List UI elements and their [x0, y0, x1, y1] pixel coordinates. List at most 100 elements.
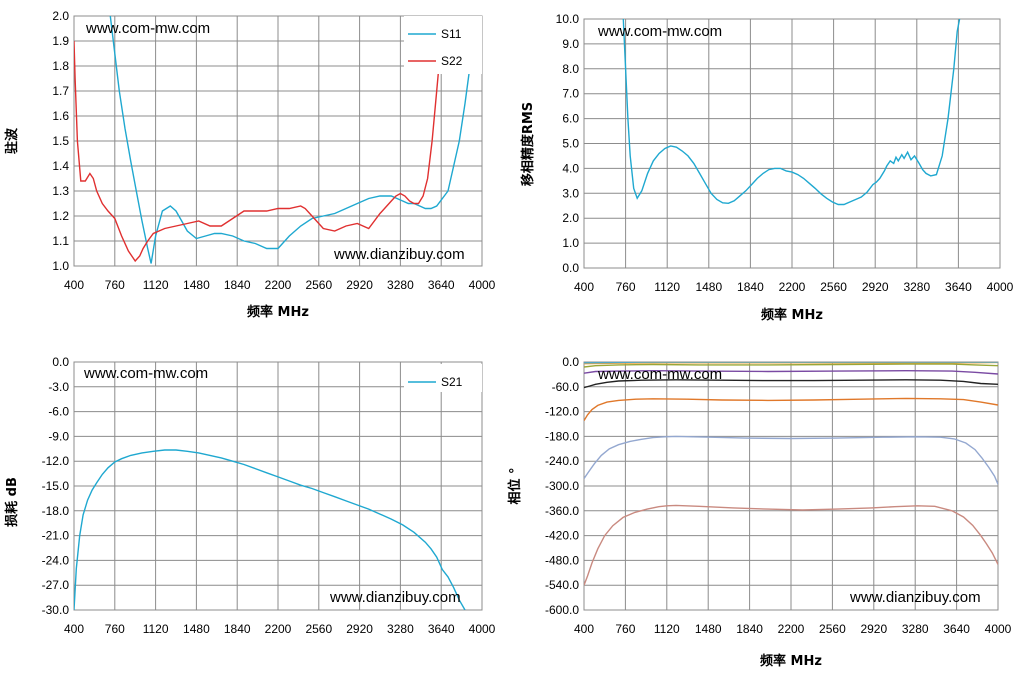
phase-x-tick-label: 4000: [985, 622, 1012, 636]
insertion-loss-y-tick-label: -27.0: [42, 578, 70, 592]
phase-accuracy-rms-watermark-text: www.com-mw.com: [597, 23, 722, 40]
phase-accuracy-rms-x-tick-label: 400: [574, 280, 594, 294]
phase-accuracy-rms-y-tick-label: 3.0: [562, 186, 579, 200]
phase-accuracy-rms-x-tick-label: 760: [616, 280, 636, 294]
phase-y-tick-label: -300.0: [545, 479, 579, 493]
insertion-loss-plot-frame: [73, 361, 483, 611]
phase-accuracy-rms-y-tick-label: 7.0: [562, 87, 579, 101]
phase-accuracy-rms-x-tick-label: 2920: [862, 280, 889, 294]
insertion-loss-x-tick-label: 3640: [428, 622, 455, 636]
phase-y-tick-label: -120.0: [545, 405, 579, 419]
insertion-loss-y-tick-label: -30.0: [42, 603, 70, 617]
vswr-y-tick-label: 1.0: [52, 259, 69, 273]
insertion-loss-x-tick-label: 1840: [224, 622, 251, 636]
vswr-x-tick-label: 3640: [428, 278, 455, 292]
phase-accuracy-rms-x-tick-label: 1480: [695, 280, 722, 294]
vswr-y-tick-label: 1.3: [52, 184, 69, 198]
vswr-x-tick-label: 4000: [469, 278, 496, 292]
insertion-loss-x-tick-label: 760: [105, 622, 125, 636]
phase-accuracy-rms-plot-frame: [583, 18, 1001, 269]
phase-series-line-6: [584, 397, 998, 422]
insertion-loss-x-tick-label: 2200: [265, 622, 292, 636]
vswr-x-tick-label: 400: [64, 278, 84, 292]
phase-accuracy-rms-y-tick-label: 2.0: [562, 211, 579, 225]
phase-y-tick-label: -480.0: [545, 553, 579, 567]
vswr-watermark-text: www.dianzibuy.com: [333, 246, 465, 263]
phase-y-axis-title: 相位 °: [507, 467, 523, 504]
phase-x-tick-label: 400: [574, 622, 594, 636]
phase-y-tick-label: -360.0: [545, 504, 579, 518]
vswr-series-s11: [109, 16, 480, 264]
vswr-legend-label: S22: [441, 54, 463, 68]
phase-y-tick-label: -420.0: [545, 529, 579, 543]
vswr-series-s22: [74, 16, 443, 263]
insertion-loss-y-tick-label: -15.0: [42, 479, 70, 493]
phase-x-tick-label: 2560: [819, 622, 846, 636]
phase-accuracy-rms-x-tick-label: 4000: [987, 280, 1014, 294]
phase-accuracy-rms-y-axis-title: 移相精度RMS: [520, 102, 536, 186]
phase-accuracy-rms-series-line-1: [622, 19, 961, 206]
phase-chart: 400 760 1120 1480 1840 2200 2560 2920 3280 3640 40…: [507, 355, 1012, 669]
vswr-x-tick-label: 2200: [265, 278, 292, 292]
insertion-loss-y-tick-label: -21.0: [42, 529, 70, 543]
phase-series-line-1: [584, 362, 998, 365]
phase-accuracy-rms-x-tick-label: 3640: [945, 280, 972, 294]
phase-accuracy-rms-y-tick-label: 1.0: [562, 236, 579, 250]
insertion-loss-y-tick-label: -9.0: [48, 429, 69, 443]
vswr-y-tick-label: 1.9: [52, 34, 69, 48]
phase-watermark-text: www.com-mw.com: [597, 366, 722, 383]
vswr-y-tick-label: 1.6: [52, 109, 69, 123]
phase-x-tick-label: 1480: [695, 622, 722, 636]
vswr-y-tick-label: 1.7: [52, 84, 69, 98]
insertion-loss-chart: 400 760 1120 1480 1840 2200 2560 2920 3280 3640 40…: [4, 355, 496, 636]
vswr-chart: 400 760 1120 1480 1840 2200 2560 2920 3280 3640 40…: [4, 9, 496, 320]
phase-accuracy-rms-x-tick-label: 1120: [654, 280, 680, 294]
insertion-loss-watermark-text: www.com-mw.com: [83, 365, 208, 382]
insertion-loss-legend: S21: [404, 364, 482, 392]
insertion-loss-x-tick-label: 1480: [183, 622, 210, 636]
vswr-y-tick-label: 1.5: [52, 134, 69, 148]
phase-y-tick-label: -240.0: [545, 454, 579, 468]
vswr-x-tick-label: 3280: [387, 278, 414, 292]
phase-series-line-5: [584, 379, 998, 389]
phase-accuracy-rms-y-tick-label: 0.0: [562, 261, 579, 275]
phase-series-line-7: [584, 435, 998, 485]
vswr-y-tick-label: 2.0: [52, 9, 69, 23]
vswr-legend-label: S11: [441, 27, 462, 41]
phase-x-axis-title: 频率 MHz: [760, 653, 822, 669]
insertion-loss-x-tick-label: 3280: [387, 622, 414, 636]
vswr-legend: S11 S22: [404, 16, 482, 74]
vswr-x-tick-label: 2560: [305, 278, 332, 292]
insertion-loss-y-axis-title: 损耗 dB: [4, 477, 20, 527]
insertion-loss-y-tick-label: 0.0: [52, 355, 69, 369]
insertion-loss-y-tick-label: -24.0: [42, 553, 70, 567]
insertion-loss-y-tick-label: -3.0: [48, 380, 69, 394]
insertion-loss-x-tick-label: 2920: [346, 622, 373, 636]
vswr-x-tick-label: 1120: [143, 278, 169, 292]
insertion-loss-legend-label: S21: [441, 375, 463, 389]
phase-accuracy-rms-x-tick-label: 3280: [903, 280, 930, 294]
insertion-loss-watermark-text: www.dianzibuy.com: [329, 589, 461, 606]
phase-watermark-text: www.dianzibuy.com: [849, 589, 981, 606]
phase-series-line-4: [584, 369, 998, 375]
phase-accuracy-rms-y-tick-label: 10.0: [556, 12, 580, 26]
phase-x-tick-label: 3640: [943, 622, 970, 636]
phase-x-tick-label: 3280: [902, 622, 929, 636]
vswr-y-tick-label: 1.1: [52, 234, 69, 248]
phase-y-tick-label: 0.0: [562, 355, 579, 369]
phase-accuracy-rms-chart: 400 760 1120 1480 1840 2200 2560 2920 3280 3640 40…: [520, 12, 1014, 323]
insertion-loss-x-tick-label: 400: [64, 622, 84, 636]
vswr-x-axis-title: 频率 MHz: [247, 304, 309, 320]
vswr-x-tick-label: 1480: [183, 278, 210, 292]
phase-x-tick-label: 760: [615, 622, 635, 636]
phase-accuracy-rms-y-tick-label: 8.0: [562, 62, 579, 76]
insertion-loss-y-tick-label: -6.0: [48, 405, 69, 419]
vswr-y-axis-title: 驻波: [4, 127, 20, 154]
phase-accuracy-rms-y-tick-label: 4.0: [562, 161, 579, 175]
phase-series-line-2: [584, 362, 998, 364]
phase-y-tick-label: -60.0: [552, 380, 580, 394]
phase-y-tick-label: -180.0: [545, 429, 579, 443]
phase-series-line-8: [584, 504, 998, 586]
insertion-loss-y-tick-label: -12.0: [42, 454, 70, 468]
vswr-x-tick-label: 1840: [224, 278, 251, 292]
